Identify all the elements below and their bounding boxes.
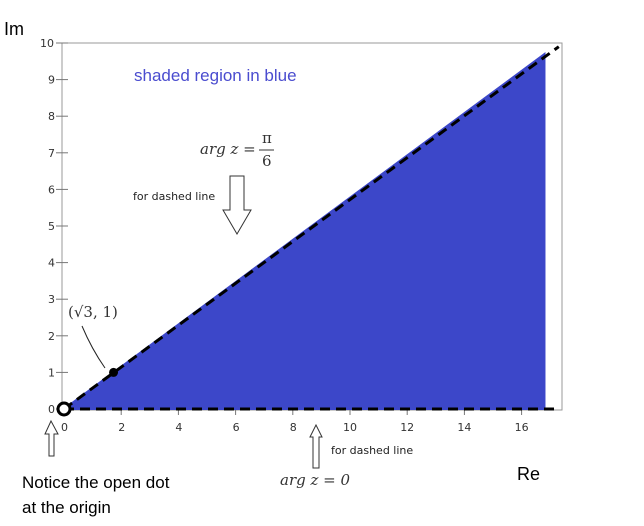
x-tick-label: 14 [457, 421, 471, 434]
x-tick-label: 8 [290, 421, 297, 434]
arg-bottom-label: arg z = 0 [280, 471, 350, 489]
boundary-lines [63, 45, 560, 411]
arg-top-pi: π [262, 129, 272, 147]
y-tick-label: 8 [48, 110, 55, 123]
data-points [56, 367, 119, 417]
shaded-region-label: shaded region in blue [134, 66, 297, 85]
dashed-line-arg-pi-over-6 [63, 45, 560, 411]
origin-arrow-up-icon [44, 419, 59, 457]
point-label-pointer [81, 325, 106, 369]
y-axis-ticks: 0 1 2 3 4 5 6 7 8 9 10 [40, 37, 68, 416]
point-sqrt3-1 [109, 367, 119, 377]
arrow-down-icon [222, 175, 252, 235]
y-tick-label: 9 [48, 74, 55, 87]
y-tick-label: 2 [48, 330, 55, 343]
y-tick-label: 1 [48, 366, 55, 379]
y-tick-label: 0 [48, 403, 55, 416]
x-tick-label: 16 [515, 421, 529, 434]
y-tick-label: 4 [48, 257, 55, 270]
arg-top-six: 6 [262, 152, 272, 170]
point-label-box [66, 300, 124, 322]
for-dashed-line-bottom: for dashed line [331, 444, 413, 457]
x-axis-label: Re [517, 464, 540, 484]
for-dashed-line-top: for dashed line [133, 190, 215, 203]
origin-note-line2: at the origin [22, 498, 111, 517]
y-tick-label: 7 [48, 147, 55, 160]
arg-top-label: arg z = [200, 140, 256, 158]
x-tick-label: 6 [233, 421, 240, 434]
y-tick-label: 3 [48, 293, 55, 306]
open-dot-origin [56, 401, 72, 417]
x-tick-label: 4 [175, 421, 182, 434]
x-tick-label: 0 [61, 421, 68, 434]
arrow-up-icon [309, 423, 323, 469]
x-tick-label: 2 [118, 421, 125, 434]
y-tick-label: 10 [40, 37, 54, 50]
y-axis-label: Im [4, 19, 24, 39]
origin-note-line1: Notice the open dot [22, 473, 170, 492]
x-tick-label: 10 [343, 421, 357, 434]
y-tick-label: 5 [48, 220, 55, 233]
x-tick-label: 12 [400, 421, 414, 434]
y-tick-label: 6 [48, 183, 55, 196]
point-label: (√3, 1) [68, 303, 118, 321]
